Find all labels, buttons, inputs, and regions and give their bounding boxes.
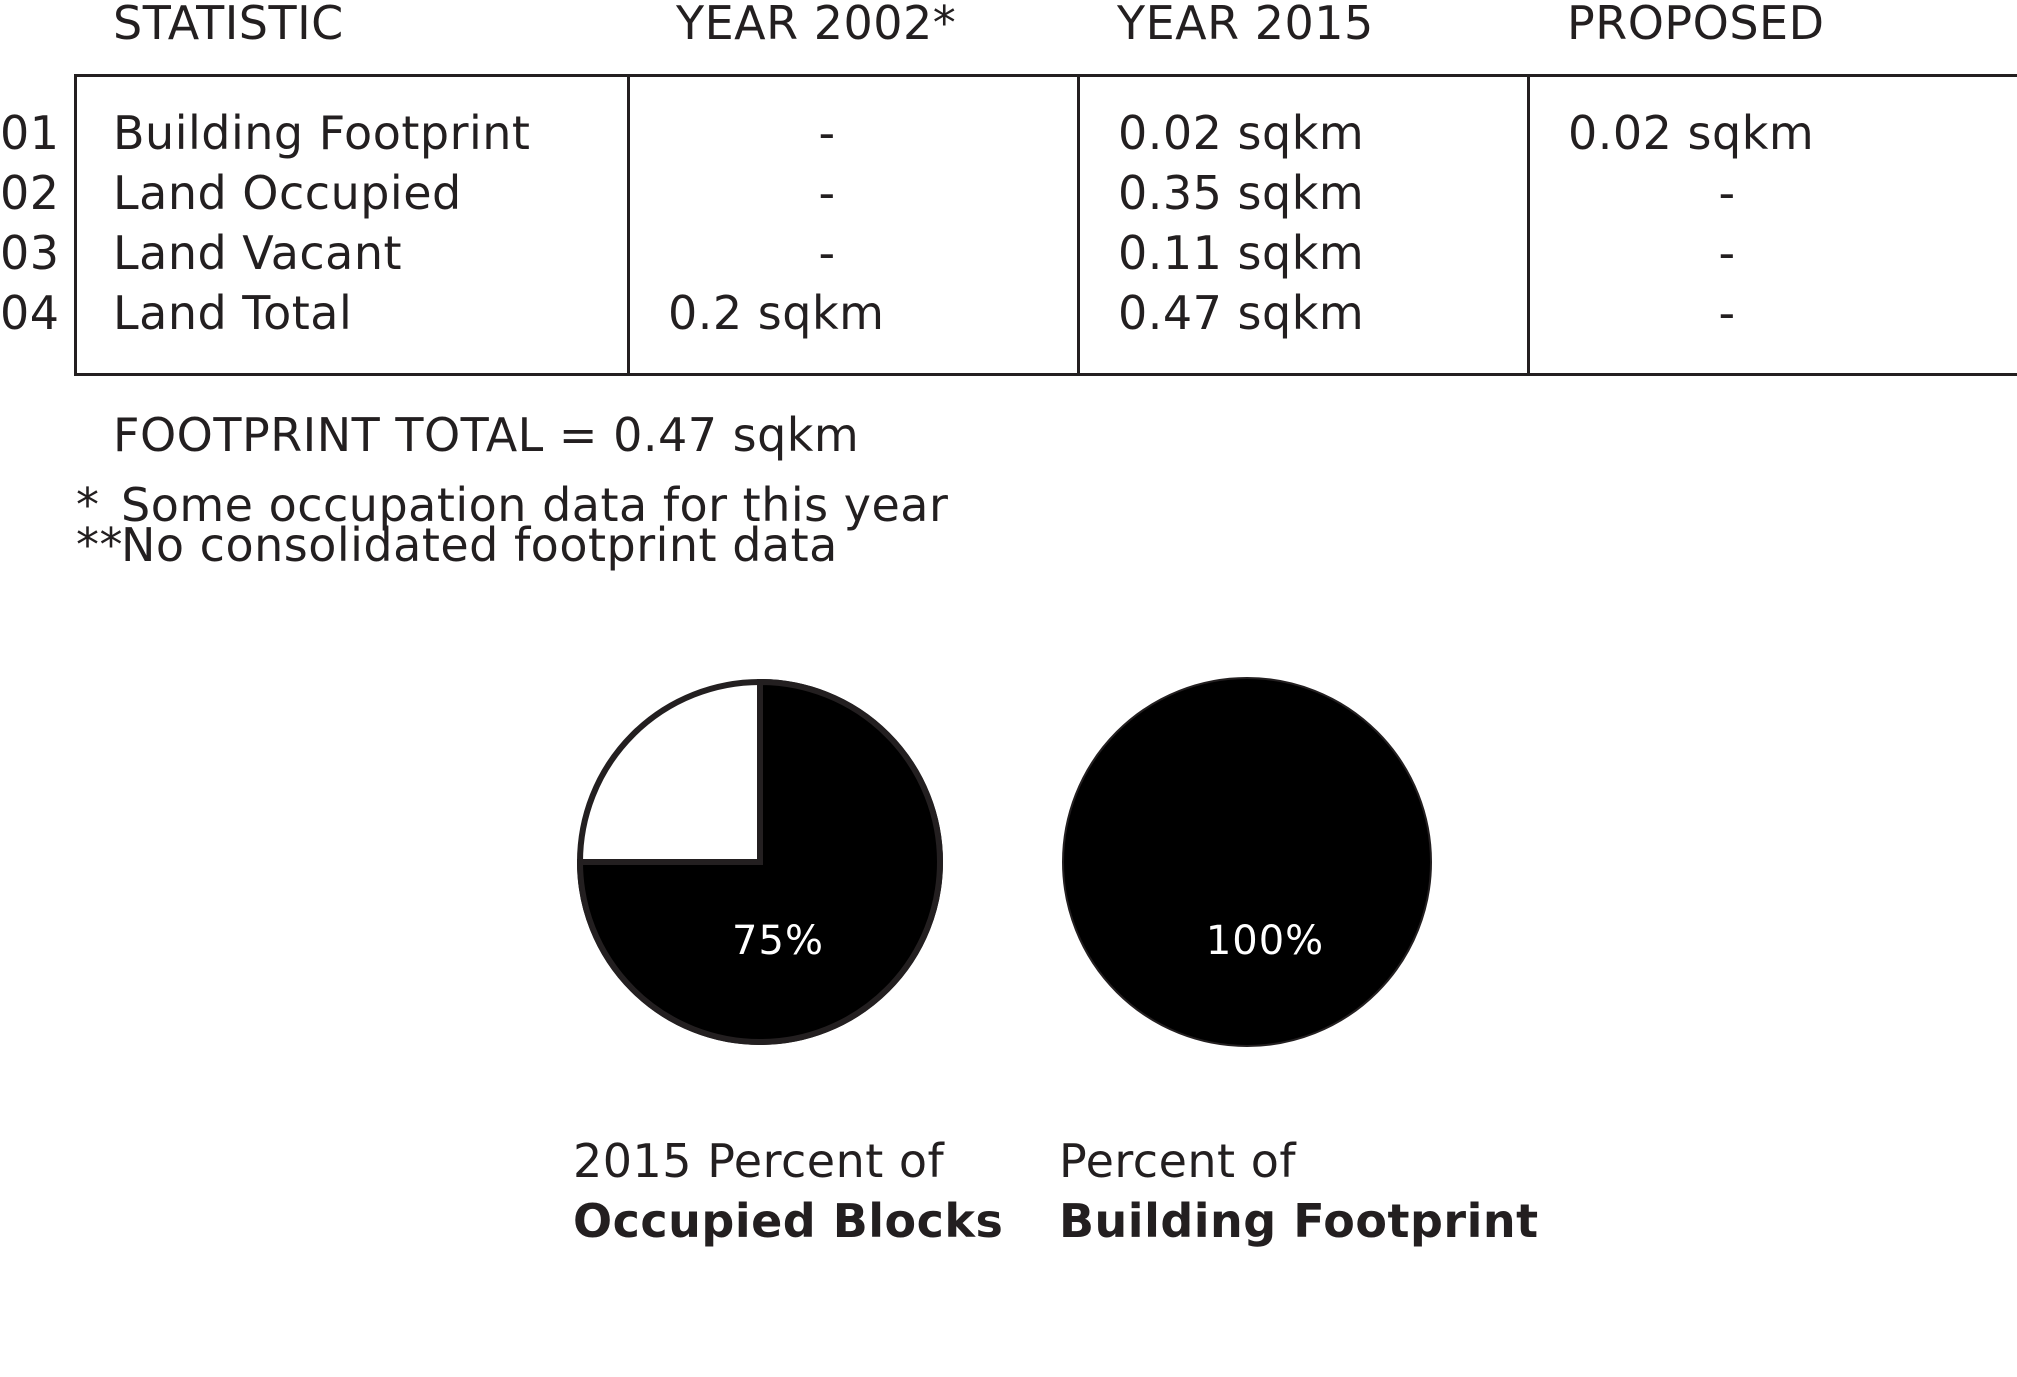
row-label: Land Vacant xyxy=(113,226,403,280)
row-label: Building Footprint xyxy=(113,106,531,160)
row-label: Land Total xyxy=(113,286,353,340)
chart-1-caption-line2: Occupied Blocks xyxy=(573,1194,1004,1248)
header-statistic: STATISTIC xyxy=(113,0,344,50)
header-proposed: PROPOSED xyxy=(1567,0,1825,50)
header-year-2002: YEAR 2002* xyxy=(676,0,957,50)
cell-2015: 0.02 sqkm xyxy=(1118,106,1365,160)
cell-2002: - xyxy=(818,166,836,220)
cell-2002: - xyxy=(818,106,836,160)
note-mark-2: ** xyxy=(76,518,123,572)
cell-2002: 0.2 sqkm xyxy=(668,286,885,340)
note-mark-1: * xyxy=(76,478,100,532)
row-number: 04 xyxy=(0,286,60,340)
note-1: Some occupation data for this year xyxy=(121,478,949,532)
footprint-total: FOOTPRINT TOTAL = 0.47 sqkm xyxy=(113,408,860,462)
pie-1-value-label: 75% xyxy=(732,918,824,964)
chart-2-caption-line2: Building Footprint xyxy=(1059,1194,1539,1248)
header-year-2015: YEAR 2015 xyxy=(1117,0,1374,50)
column-divider xyxy=(1527,74,1530,376)
pie-2-slice xyxy=(1064,679,1430,1045)
cell-2015: 0.35 sqkm xyxy=(1118,166,1365,220)
pie-1-slice xyxy=(576,678,943,1045)
cell-proposed: - xyxy=(1718,226,1736,280)
row-number: 01 xyxy=(0,106,60,160)
column-divider xyxy=(627,74,630,376)
column-divider xyxy=(1077,74,1080,376)
cell-2002: - xyxy=(818,226,836,280)
chart-1-caption-line1: 2015 Percent of xyxy=(573,1134,945,1188)
cell-proposed: 0.02 sqkm xyxy=(1568,106,1815,160)
pie-2-value-label: 100% xyxy=(1206,918,1324,964)
cell-proposed: - xyxy=(1718,286,1736,340)
note-2: No consolidated footprint data xyxy=(121,518,838,572)
chart-2-caption-line1: Percent of xyxy=(1059,1134,1297,1188)
cell-2015: 0.47 sqkm xyxy=(1118,286,1365,340)
row-label: Land Occupied xyxy=(113,166,462,220)
row-number: 03 xyxy=(0,226,60,280)
cell-proposed: - xyxy=(1718,166,1736,220)
statistics-table xyxy=(74,74,2017,376)
cell-2015: 0.11 sqkm xyxy=(1118,226,1365,280)
row-number: 02 xyxy=(0,166,60,220)
